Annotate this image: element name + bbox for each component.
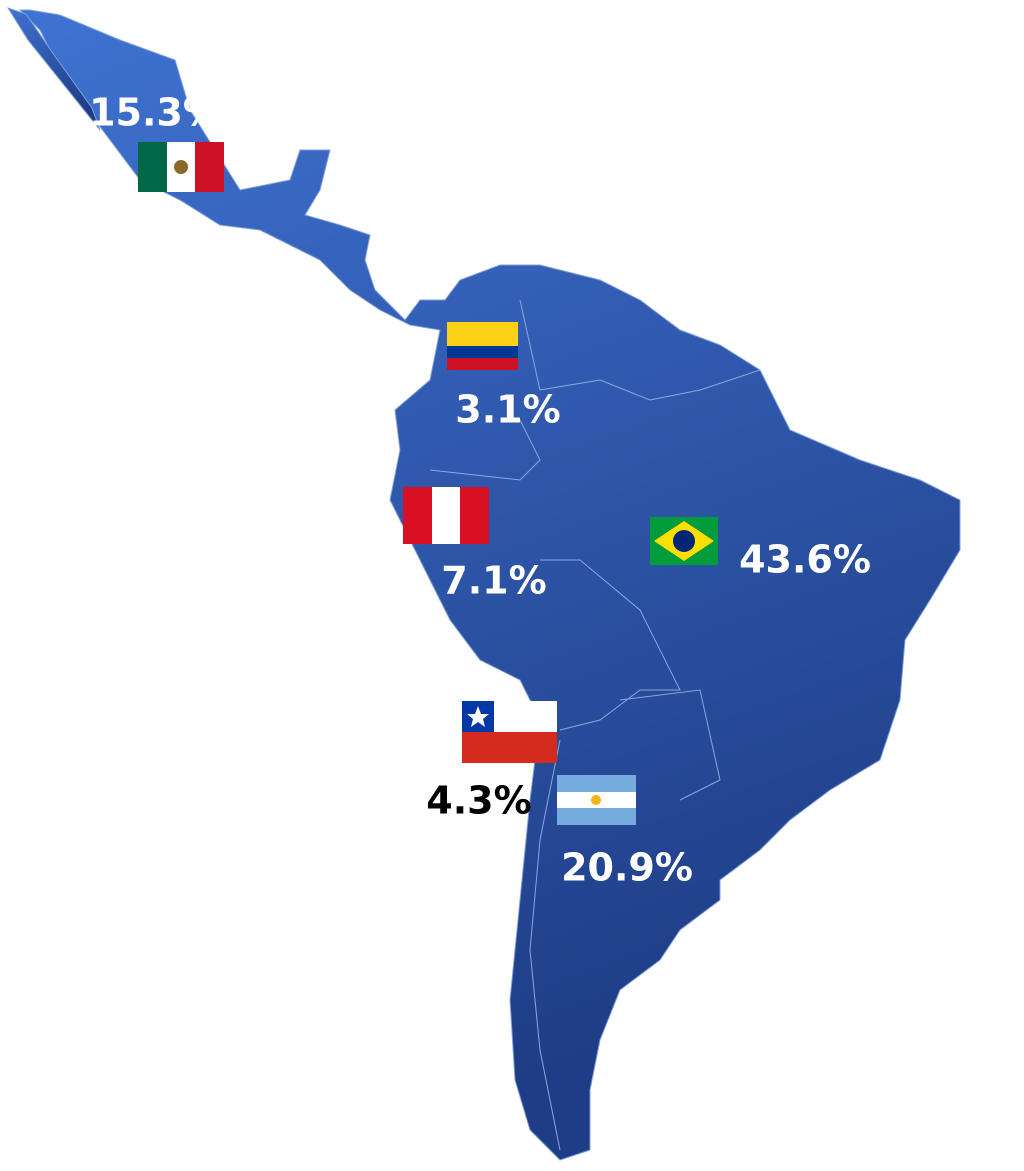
flag-mexico — [138, 142, 224, 192]
percent-label: 3.1% — [455, 388, 560, 432]
percent-label: 4.3% — [426, 779, 531, 823]
flag-colombia — [447, 322, 518, 370]
flag-argentina — [557, 775, 636, 825]
flag-brazil — [650, 517, 718, 565]
percent-label: 43.6% — [739, 538, 871, 582]
flag-peru — [403, 487, 489, 544]
percent-label: 15.3% — [89, 91, 221, 135]
borders — [429, 299, 761, 1151]
percent-label: 20.9% — [561, 846, 693, 890]
landmass — [6, 7, 961, 1161]
percent-label: 7.1% — [441, 559, 546, 603]
flag-chile — [462, 701, 557, 763]
